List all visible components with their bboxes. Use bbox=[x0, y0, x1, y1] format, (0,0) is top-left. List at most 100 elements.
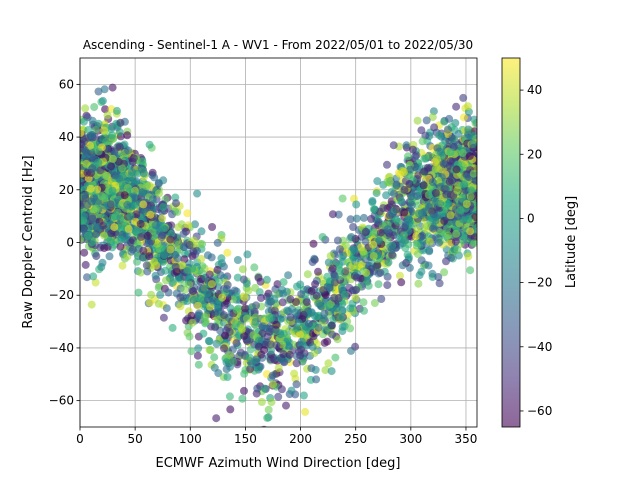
scatter-point bbox=[86, 184, 95, 193]
scatter-point bbox=[453, 245, 462, 254]
scatter-point bbox=[81, 191, 90, 200]
scatter-point bbox=[150, 257, 159, 266]
scatter-point bbox=[240, 331, 249, 340]
scatter-point bbox=[398, 261, 407, 270]
scatter-point bbox=[330, 293, 339, 302]
scatter-point bbox=[360, 306, 368, 315]
scatter-point bbox=[418, 231, 427, 240]
scatter-point bbox=[212, 414, 221, 423]
scatter-point bbox=[180, 285, 189, 294]
y-tick-label: 40 bbox=[59, 130, 74, 144]
scatter-points bbox=[80, 83, 477, 427]
scatter-point bbox=[123, 131, 132, 140]
scatter-point bbox=[408, 145, 417, 154]
scatter-point bbox=[223, 373, 232, 381]
scatter-point bbox=[83, 231, 92, 240]
scatter-point bbox=[273, 280, 282, 289]
scatter-point bbox=[98, 96, 107, 105]
x-axis-label: ECMWF Azimuth Wind Direction [deg] bbox=[156, 456, 401, 471]
scatter-point bbox=[446, 220, 454, 229]
scatter-point bbox=[299, 391, 308, 400]
scatter-point bbox=[352, 200, 361, 209]
scatter-point bbox=[384, 258, 393, 267]
scatter-point bbox=[235, 351, 244, 360]
scatter-point bbox=[383, 178, 392, 186]
scatter-point bbox=[469, 169, 477, 178]
scatter-point bbox=[172, 199, 180, 208]
scatter-point bbox=[81, 260, 90, 269]
scatter-point bbox=[272, 320, 281, 329]
scatter-point bbox=[116, 118, 125, 127]
scatter-point bbox=[134, 288, 143, 297]
scatter-point bbox=[182, 316, 191, 325]
scatter-point bbox=[310, 349, 319, 357]
scatter-point bbox=[208, 296, 217, 305]
scatter-point bbox=[303, 270, 312, 279]
scatter-point bbox=[91, 278, 100, 287]
scatter-point bbox=[304, 319, 313, 328]
scatter-point bbox=[383, 160, 391, 169]
scatter-point bbox=[336, 266, 345, 275]
scatter-point bbox=[454, 129, 463, 138]
scatter-point bbox=[115, 174, 124, 183]
scatter-point bbox=[154, 299, 163, 308]
scatter-point bbox=[324, 359, 333, 368]
scatter-point bbox=[145, 252, 154, 261]
x-tick-label: 300 bbox=[399, 432, 422, 446]
scatter-point bbox=[159, 224, 168, 233]
scatter-point bbox=[430, 123, 439, 132]
scatter-point bbox=[428, 113, 437, 122]
scatter-point bbox=[193, 301, 202, 310]
scatter-point bbox=[206, 302, 215, 311]
x-tick-label: 50 bbox=[127, 432, 142, 446]
scatter-point bbox=[417, 256, 426, 265]
scatter-point bbox=[413, 226, 422, 235]
scatter-point bbox=[400, 185, 409, 194]
scatter-point bbox=[96, 166, 105, 175]
scatter-point bbox=[86, 141, 95, 150]
scatter-point bbox=[328, 330, 337, 339]
scatter-point bbox=[286, 295, 295, 304]
scatter-point bbox=[340, 290, 349, 299]
scatter-point bbox=[159, 176, 168, 185]
scatter-point bbox=[94, 119, 103, 128]
scatter-point bbox=[147, 290, 156, 299]
scatter-point bbox=[445, 114, 454, 123]
scatter-point bbox=[136, 219, 145, 228]
scatter-point bbox=[263, 413, 272, 422]
scatter-point bbox=[89, 272, 98, 281]
scatter-point bbox=[431, 165, 440, 174]
scatter-point bbox=[394, 217, 403, 226]
scatter-point bbox=[216, 271, 225, 280]
scatter-point bbox=[404, 152, 412, 161]
scatter-point bbox=[197, 254, 206, 263]
scatter-point bbox=[90, 103, 99, 111]
scatter-point bbox=[91, 204, 100, 213]
scatter-point bbox=[117, 235, 126, 244]
scatter-point bbox=[404, 255, 413, 264]
scatter-point bbox=[464, 125, 473, 134]
scatter-point bbox=[422, 116, 431, 125]
scatter-point bbox=[465, 152, 474, 161]
scatter-point bbox=[400, 208, 409, 217]
scatter-point bbox=[145, 140, 154, 149]
scatter-point bbox=[367, 215, 376, 223]
scatter-point bbox=[432, 155, 441, 164]
scatter-point bbox=[107, 238, 115, 247]
scatter-point bbox=[291, 308, 300, 317]
scatter-point bbox=[464, 215, 473, 224]
scatter-point bbox=[429, 210, 438, 219]
scatter-point bbox=[452, 229, 461, 238]
scatter-point bbox=[169, 278, 178, 287]
scatter-point bbox=[127, 171, 136, 180]
scatter-point bbox=[257, 398, 266, 406]
scatter-point bbox=[464, 102, 472, 111]
scatter-point bbox=[101, 172, 110, 181]
scatter-point bbox=[435, 238, 443, 247]
scatter-point bbox=[418, 137, 427, 146]
scatter-point bbox=[337, 283, 346, 292]
scatter-point bbox=[185, 280, 194, 289]
scatter-point bbox=[222, 358, 231, 367]
scatter-point bbox=[279, 289, 288, 298]
scatter-point bbox=[139, 200, 148, 209]
